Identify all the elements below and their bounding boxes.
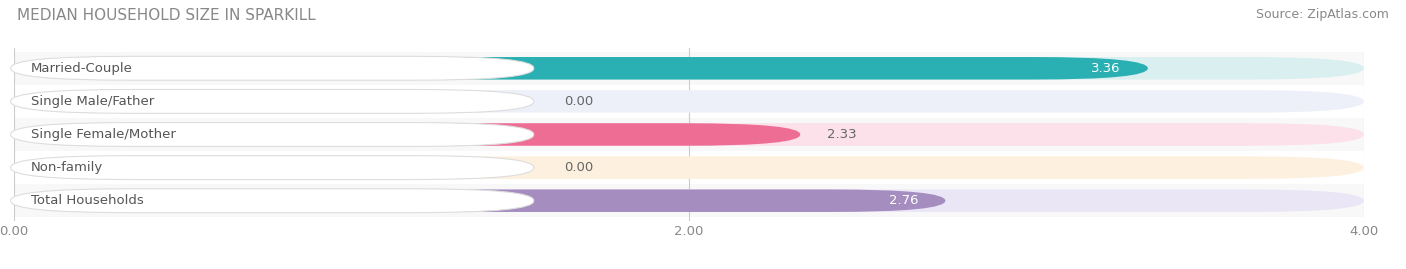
FancyBboxPatch shape [14,52,1364,85]
Text: MEDIAN HOUSEHOLD SIZE IN SPARKILL: MEDIAN HOUSEHOLD SIZE IN SPARKILL [17,8,315,23]
FancyBboxPatch shape [11,189,534,213]
Text: 2.33: 2.33 [827,128,856,141]
FancyBboxPatch shape [14,90,1364,113]
Text: Source: ZipAtlas.com: Source: ZipAtlas.com [1256,8,1389,21]
Text: Single Female/Mother: Single Female/Mother [31,128,176,141]
FancyBboxPatch shape [11,90,534,113]
FancyBboxPatch shape [11,123,534,146]
FancyBboxPatch shape [14,151,1364,184]
Text: 3.36: 3.36 [1091,62,1121,75]
Text: 2.76: 2.76 [889,194,918,207]
FancyBboxPatch shape [14,156,1364,179]
FancyBboxPatch shape [14,118,1364,151]
FancyBboxPatch shape [14,85,1364,118]
FancyBboxPatch shape [14,189,945,212]
Text: Total Households: Total Households [31,194,143,207]
FancyBboxPatch shape [14,189,1364,212]
Text: 0.00: 0.00 [564,95,593,108]
FancyBboxPatch shape [14,57,1147,80]
FancyBboxPatch shape [14,123,1364,146]
Text: Non-family: Non-family [31,161,103,174]
FancyBboxPatch shape [11,56,534,80]
Text: Married-Couple: Married-Couple [31,62,132,75]
Text: Single Male/Father: Single Male/Father [31,95,155,108]
FancyBboxPatch shape [11,156,534,179]
FancyBboxPatch shape [14,123,800,146]
FancyBboxPatch shape [14,184,1364,217]
FancyBboxPatch shape [14,57,1364,80]
Text: 0.00: 0.00 [564,161,593,174]
